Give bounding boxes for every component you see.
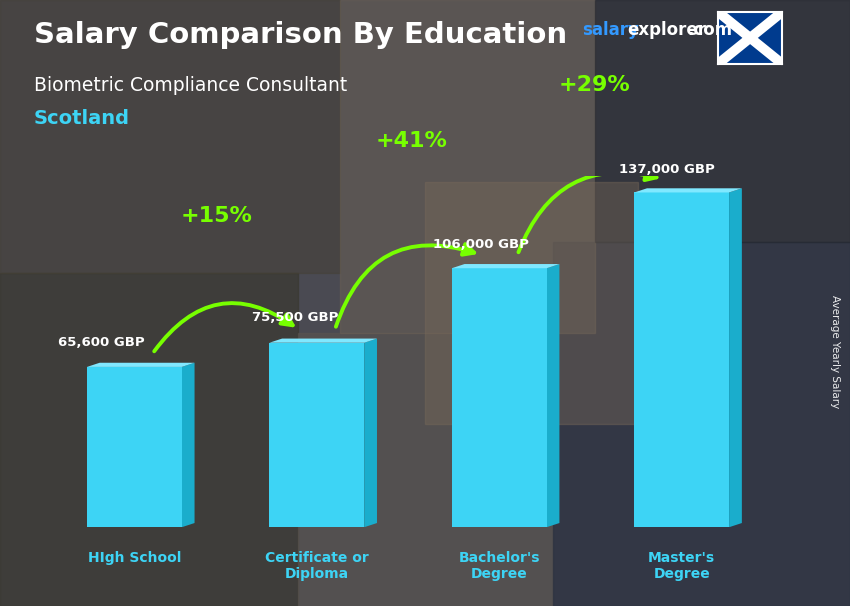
Text: +15%: +15% (180, 205, 252, 225)
Polygon shape (364, 339, 377, 527)
FancyArrowPatch shape (336, 244, 474, 327)
Bar (269, 343, 364, 527)
Bar (425, 182, 638, 424)
Text: HIgh School: HIgh School (88, 551, 181, 565)
Polygon shape (87, 363, 195, 367)
Text: explorer: explorer (627, 21, 706, 39)
Text: 65,600 GBP: 65,600 GBP (58, 336, 144, 348)
Text: Biometric Compliance Consultant: Biometric Compliance Consultant (34, 76, 348, 95)
Bar (0, 0, 340, 273)
Text: Master's
Degree: Master's Degree (648, 551, 715, 581)
Polygon shape (269, 339, 377, 343)
Bar (595, 0, 850, 242)
Text: Average Yearly Salary: Average Yearly Salary (830, 295, 840, 408)
Polygon shape (729, 188, 742, 527)
Bar (552, 242, 850, 606)
Text: Bachelor's
Degree: Bachelor's Degree (458, 551, 540, 581)
Text: .com: .com (687, 21, 732, 39)
Bar (0, 273, 298, 606)
Text: +41%: +41% (376, 131, 448, 151)
Bar (298, 333, 552, 606)
Text: salary: salary (582, 21, 639, 39)
FancyArrowPatch shape (154, 303, 292, 351)
Text: Certificate or
Diploma: Certificate or Diploma (265, 551, 369, 581)
Polygon shape (452, 264, 559, 268)
Bar (340, 0, 595, 333)
Polygon shape (634, 188, 742, 193)
Text: 106,000 GBP: 106,000 GBP (433, 239, 529, 251)
Text: Scotland: Scotland (34, 109, 130, 128)
Text: +29%: +29% (558, 75, 630, 95)
Text: Salary Comparison By Education: Salary Comparison By Education (34, 21, 567, 49)
Bar (87, 367, 182, 527)
Text: 137,000 GBP: 137,000 GBP (619, 163, 715, 176)
Bar (452, 268, 547, 527)
Bar (634, 193, 729, 527)
FancyArrowPatch shape (518, 169, 656, 252)
Text: 75,500 GBP: 75,500 GBP (252, 311, 338, 324)
Polygon shape (182, 363, 195, 527)
Polygon shape (547, 264, 559, 527)
